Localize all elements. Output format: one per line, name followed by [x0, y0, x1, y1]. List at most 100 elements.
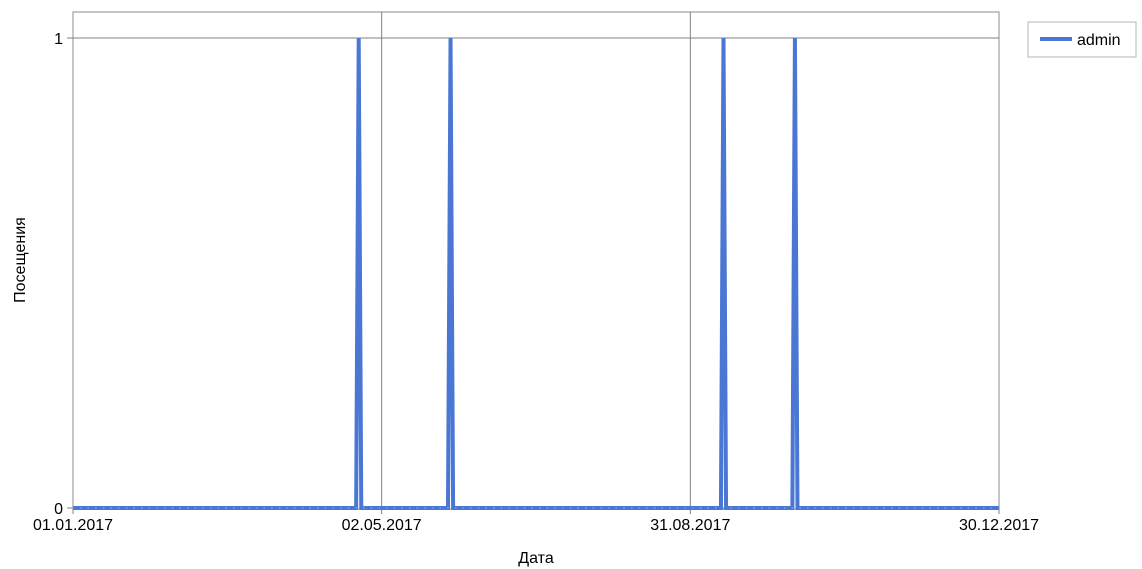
data-point: [225, 507, 227, 509]
data-point: [975, 507, 977, 509]
data-point: [531, 507, 534, 509]
data-point: [163, 507, 166, 509]
data-point: [646, 507, 648, 509]
data-point: [362, 507, 365, 509]
data-point: [470, 507, 472, 509]
data-point: [217, 507, 220, 509]
data-point: [248, 507, 250, 509]
data-point: [760, 507, 763, 509]
data-point: [913, 507, 916, 509]
data-point: [569, 507, 572, 509]
data-point: [776, 507, 778, 509]
data-point: [959, 507, 962, 509]
data-point: [561, 507, 564, 509]
data-point: [868, 507, 870, 509]
data-point: [653, 507, 656, 509]
data-point: [179, 507, 182, 509]
data-point: [538, 507, 541, 509]
data-point: [829, 507, 832, 509]
data-point: [676, 507, 679, 509]
data-point: [730, 507, 733, 509]
data-point: [416, 507, 419, 509]
baseline-markers: [72, 507, 1000, 509]
data-point: [309, 507, 312, 509]
data-point: [607, 507, 610, 509]
data-point: [921, 507, 924, 509]
data-point: [431, 507, 434, 509]
data-point: [714, 507, 717, 509]
data-point: [339, 507, 342, 509]
data-point: [286, 507, 289, 509]
data-point: [102, 507, 105, 509]
data-point: [79, 507, 82, 509]
data-point: [806, 507, 809, 509]
data-point: [707, 507, 710, 509]
x-tick-label: 02.05.2017: [342, 517, 422, 534]
data-point: [110, 507, 113, 509]
data-point: [898, 507, 901, 509]
data-point: [669, 507, 671, 509]
data-point: [232, 507, 235, 509]
data-point: [186, 507, 189, 509]
data-point: [408, 507, 411, 509]
data-point: [500, 507, 503, 509]
data-point: [271, 507, 273, 509]
data-point: [485, 507, 488, 509]
data-point: [385, 507, 388, 509]
data-point: [454, 507, 457, 509]
data-point: [745, 507, 748, 509]
data-point: [140, 507, 143, 509]
data-point: [171, 507, 174, 509]
data-point: [952, 507, 954, 509]
legend-label-admin: admin: [1077, 32, 1121, 49]
y-tick-label: 1: [54, 31, 63, 48]
data-point: [799, 507, 801, 509]
data-point: [355, 507, 358, 509]
data-point: [860, 507, 863, 509]
data-point: [447, 507, 449, 509]
legend: admin: [1027, 21, 1137, 58]
data-point: [95, 507, 97, 509]
data-point: [508, 507, 511, 509]
grid: [73, 12, 999, 509]
data-point: [890, 507, 893, 509]
data-point: [401, 507, 403, 509]
y-axis-title: Посещения: [12, 217, 29, 303]
data-point: [577, 507, 579, 509]
data-point: [148, 507, 151, 509]
data-point: [584, 507, 587, 509]
data-point: [546, 507, 549, 509]
data-point: [554, 507, 557, 509]
data-point: [316, 507, 319, 509]
data-point: [393, 507, 396, 509]
data-point: [439, 507, 442, 509]
data-point: [814, 507, 817, 509]
axes: 01.01.2017 02.05.2017 31.08.2017 30.12.2017…: [33, 31, 1039, 534]
data-point: [87, 507, 90, 509]
data-point: [737, 507, 740, 509]
data-point: [294, 507, 296, 509]
x-tick-label: 30.12.2017: [959, 517, 1039, 534]
data-point: [638, 507, 641, 509]
data-point: [301, 507, 304, 509]
data-point: [699, 507, 702, 509]
data-point: [378, 507, 381, 509]
data-point: [998, 507, 1000, 509]
data-point: [209, 507, 212, 509]
data-point: [202, 507, 204, 509]
data-point: [156, 507, 159, 509]
data-point: [194, 507, 197, 509]
data-point: [883, 507, 886, 509]
data-point: [990, 507, 993, 509]
plot-area: [72, 11, 1000, 510]
data-point: [462, 507, 465, 509]
data-point: [936, 507, 939, 509]
data-point: [982, 507, 985, 509]
data-point: [783, 507, 786, 509]
data-point: [630, 507, 633, 509]
data-point: [515, 507, 518, 509]
data-point: [332, 507, 335, 509]
data-point: [875, 507, 878, 509]
data-point: [523, 507, 526, 509]
data-point: [347, 507, 350, 509]
